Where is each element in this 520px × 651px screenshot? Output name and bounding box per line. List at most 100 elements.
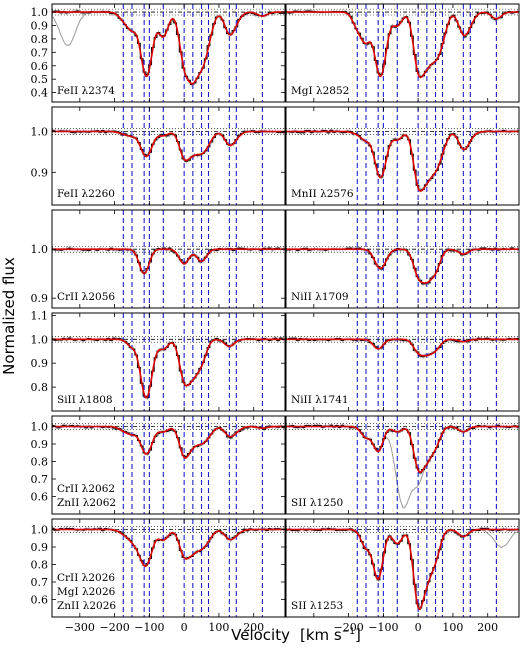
ion-label: FeII λ2260 <box>57 188 115 200</box>
panel-plot-area <box>52 107 285 205</box>
model-fit-line <box>286 425 519 474</box>
spectrum-panel: 0.9 1.0 FeII λ2260 <box>31 106 286 206</box>
ion-label: MgI λ2852 <box>291 85 349 97</box>
panel-frame <box>51 415 286 515</box>
model-fit-line <box>286 528 519 611</box>
ion-label: MnII λ2576 <box>291 188 354 200</box>
panel-frame <box>285 312 520 412</box>
panel-plot-area <box>286 519 519 617</box>
y-tick-label: 1.1 <box>31 309 49 322</box>
y-tick-label: 0.7 <box>31 473 49 486</box>
x-tick-label: 0 <box>415 621 422 634</box>
ion-label: SII λ1250 <box>291 497 343 509</box>
model-fit-line <box>286 248 519 284</box>
x-tick-label: 0 <box>181 621 188 634</box>
panel-frame <box>285 518 520 618</box>
ion-label: CrII λ2026 <box>57 572 115 584</box>
ion-label: SII λ1253 <box>291 600 343 612</box>
panel-plot-area <box>286 416 519 514</box>
spectrum-panel: 0.8 0.9 1.0 1.1 SiII λ1808 <box>31 309 286 412</box>
x-axis-label: Velocity [km s−1] <box>231 626 361 644</box>
y-tick-label: 0.7 <box>31 576 49 589</box>
spectrum-panel: 0.9 1.0 CrII λ2056 <box>31 209 286 309</box>
panel-frame <box>51 3 286 103</box>
y-tick-label: 0.6 <box>31 60 49 73</box>
spectrum-panel: NiII λ1709 <box>285 209 520 309</box>
panel-plot-area <box>286 313 519 411</box>
y-tick-label: 0.7 <box>31 46 49 59</box>
spectrum-panel: SII λ1250 <box>285 415 520 515</box>
x-axis-label-name: Velocity <box>231 626 290 644</box>
model-fit-line <box>52 528 285 568</box>
panel-frame <box>285 415 520 515</box>
y-tick-label: 0.9 <box>31 292 49 305</box>
model-fit-line <box>286 338 519 357</box>
ion-label: CrII λ2062 <box>57 483 115 495</box>
y-tick-label: 0.8 <box>31 381 49 394</box>
observed-spectrum <box>286 424 519 474</box>
panel-plot-area <box>52 4 285 102</box>
spectrum-panel: MgI λ2852 <box>285 3 520 103</box>
y-axis-label: Normalized flux <box>0 257 18 375</box>
x-tick-label: −300 <box>65 621 95 634</box>
x-tick-label: −200 <box>99 621 129 634</box>
panel-plot-area <box>52 519 285 617</box>
model-fit-line <box>52 338 285 399</box>
y-tick-label: 0.6 <box>31 491 49 504</box>
observed-spectrum <box>52 10 285 86</box>
observed-spectrum <box>286 247 519 285</box>
panel-frame <box>285 3 520 103</box>
observed-spectrum <box>286 527 519 609</box>
y-tick-label: 0.8 <box>31 559 49 572</box>
ion-label: NiII λ1741 <box>291 394 349 406</box>
panel-plot-area <box>52 416 285 514</box>
y-tick-label: 0.9 <box>31 166 49 179</box>
ion-label: ZnII λ2026 <box>57 600 116 612</box>
panel-frame <box>51 106 286 206</box>
observed-spectrum <box>286 129 519 191</box>
x-tick-label: 100 <box>442 621 463 634</box>
x-tick-label: −100 <box>134 621 164 634</box>
y-tick-label: 1.0 <box>31 243 49 256</box>
panel-frame <box>51 518 286 618</box>
x-axis-unit: [km s <box>300 626 342 644</box>
model-fit-line <box>52 130 285 162</box>
panel-frame <box>285 106 520 206</box>
spectrum-panel: 0.40.50.60.70.80.91.0 FeII λ2374 <box>31 3 286 103</box>
y-tick-label: 0.5 <box>31 73 49 86</box>
y-tick-label: 1.0 <box>31 333 49 346</box>
y-tick-label: 1.0 <box>31 524 49 537</box>
y-tick-label: 1.0 <box>31 6 49 19</box>
y-tick-label: 0.6 <box>31 594 49 607</box>
spectrum-panel: MnII λ2576 <box>285 106 520 206</box>
x-tick-label: −200 <box>333 621 363 634</box>
y-tick-label: 1.0 <box>31 126 49 139</box>
y-tick-label: 0.9 <box>31 541 49 554</box>
model-fit-line <box>52 11 285 85</box>
model-fit-line <box>286 130 519 192</box>
x-tick-label: −100 <box>368 621 398 634</box>
panel-plot-area <box>52 210 285 308</box>
ion-label: FeII λ2374 <box>57 85 115 97</box>
panel-plot-area <box>286 107 519 205</box>
panel-frame <box>285 209 520 309</box>
y-tick-label: 0.9 <box>31 19 49 32</box>
blended-spectrum <box>52 10 285 85</box>
ion-label: ZnII λ2062 <box>57 497 116 509</box>
ion-label: MgI λ2026 <box>57 586 116 598</box>
observed-spectrum <box>52 337 285 399</box>
y-tick-label: 1.0 <box>31 421 49 434</box>
panel-frame <box>51 312 286 412</box>
panel-frame <box>51 209 286 309</box>
ion-label: NiII λ1709 <box>291 291 349 303</box>
model-fit-line <box>52 425 285 459</box>
spectrum-panel: −300 −200 −100 0 100 200 0.6 0.7 0.8 0.9 1.0 CrII λ… <box>31 518 286 634</box>
y-tick-label: 0.4 <box>31 87 49 100</box>
observed-spectrum <box>52 527 285 567</box>
ion-label: CrII λ2056 <box>57 291 115 303</box>
y-tick-label: 0.9 <box>31 438 49 451</box>
x-tick-label: 200 <box>477 621 498 634</box>
y-tick-label: 0.9 <box>31 357 49 370</box>
